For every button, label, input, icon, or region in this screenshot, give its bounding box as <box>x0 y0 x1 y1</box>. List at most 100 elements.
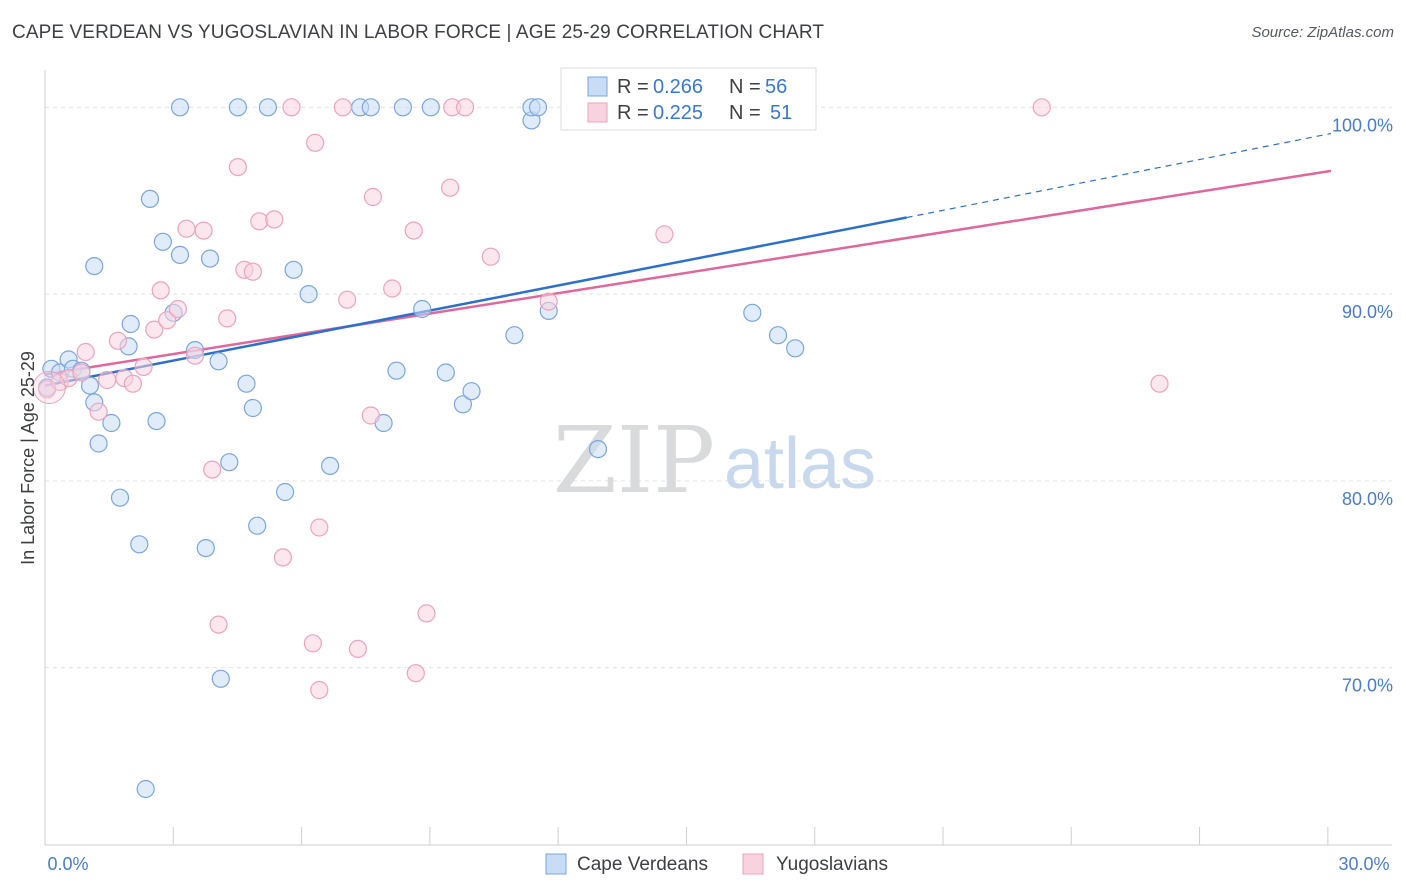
bottom-legend-swatch-cape-verdeans <box>545 853 567 875</box>
point-yugoslavian <box>145 320 164 339</box>
x-tick-label-min: 0.0% <box>47 854 88 874</box>
point-yugoslavian <box>76 342 95 362</box>
legend-r-value-1: 0.266 <box>653 76 703 98</box>
point-cape-verdean <box>462 382 481 401</box>
point-cape-verdean <box>200 249 220 268</box>
point-yugoslavian <box>306 133 325 152</box>
point-cape-verdean <box>147 412 166 431</box>
point-yugoslavian <box>417 604 436 623</box>
source-label: Source: ZipAtlas.com <box>1251 24 1394 41</box>
trend-line-yugoslavians <box>44 169 1332 376</box>
point-cape-verdean <box>361 98 380 117</box>
point-cape-verdean <box>413 299 432 319</box>
legend-n-value-1: 56 <box>765 76 787 98</box>
point-cape-verdean <box>153 232 172 251</box>
point-yugoslavian <box>72 363 91 382</box>
point-yugoslavian <box>228 158 247 177</box>
point-yugoslavian <box>404 221 423 240</box>
point-cape-verdean <box>248 516 267 535</box>
point-cape-verdean <box>140 189 160 208</box>
bottom-legend-label-cape-verdeans: Cape Verdeans <box>577 854 708 875</box>
point-cape-verdean <box>786 339 805 358</box>
legend-n-label-2: N = <box>729 102 761 124</box>
point-yugoslavian <box>481 247 500 266</box>
point-cape-verdean <box>421 98 440 117</box>
point-yugoslavian <box>1150 374 1169 393</box>
y-tick-labels: 70.0% 80.0% 90.0% 100.0% <box>1332 115 1393 695</box>
chart-title: CAPE VERDEAN VS YUGOSLAVIAN IN LABOR FOR… <box>12 22 825 43</box>
point-cape-verdean <box>387 361 406 380</box>
bottom-legend: Cape Verdeans Yugoslavians <box>545 853 888 875</box>
point-cape-verdean <box>196 538 215 558</box>
point-yugoslavian <box>456 98 475 117</box>
point-yugoslavian <box>383 279 402 298</box>
point-yugoslavian <box>108 331 128 350</box>
point-cape-verdean <box>393 98 412 117</box>
legend-swatch-cape-verdeans <box>587 76 608 97</box>
point-cape-verdean <box>768 326 788 345</box>
legend-r-label-2: R = <box>617 102 649 124</box>
point-yugoslavian <box>158 311 177 330</box>
point-yugoslavian <box>209 615 228 634</box>
point-yugoslavian <box>348 639 367 659</box>
y-tick-label: 90.0% <box>1342 302 1393 322</box>
point-cape-verdean <box>258 98 277 117</box>
point-cape-verdean <box>136 779 155 799</box>
point-cape-verdean <box>209 352 228 371</box>
point-cape-verdean <box>170 98 190 117</box>
point-yugoslavian <box>333 98 352 117</box>
legend-box: R = 0.266 N = 56 R = 0.225 N = 51 <box>560 67 817 131</box>
axes <box>44 70 1392 846</box>
point-cape-verdean <box>436 363 455 382</box>
watermark-zip: ZIP <box>553 407 715 514</box>
watermark-atlas: atlas <box>724 424 876 504</box>
point-cape-verdean <box>284 260 303 279</box>
point-yugoslavian <box>89 402 108 421</box>
point-yugoslavian <box>338 290 357 309</box>
point-cape-verdean <box>453 395 472 414</box>
point-cape-verdean <box>276 482 295 502</box>
point-yugoslavian <box>273 548 292 567</box>
point-yugoslavian <box>194 221 213 240</box>
point-yugoslavian <box>250 212 269 231</box>
y-tick-label: 70.0% <box>1342 676 1393 696</box>
point-yugoslavian <box>310 680 329 700</box>
point-yugoslavian <box>168 299 187 319</box>
point-cape-verdean <box>528 98 548 117</box>
point-yugoslavian <box>441 178 460 197</box>
point-yugoslavian <box>218 309 237 328</box>
point-yugoslavian <box>406 664 425 683</box>
legend-r-label-1: R = <box>617 76 649 98</box>
point-yugoslavian <box>655 225 674 244</box>
point-cape-verdean <box>220 453 239 472</box>
point-cape-verdean <box>110 488 130 507</box>
point-yugoslavian <box>151 281 170 300</box>
point-yugoslavian <box>282 98 301 117</box>
legend-r-value-2: 0.225 <box>653 102 703 124</box>
point-cape-verdean <box>237 374 256 393</box>
point-yugoslavian <box>185 346 205 365</box>
legend-swatch-yugoslavians <box>587 102 608 123</box>
point-yugoslavian <box>243 262 262 281</box>
x-tick-label-max: 30.0% <box>1338 854 1389 874</box>
point-cape-verdean <box>211 669 230 688</box>
point-yugoslavian <box>203 460 222 479</box>
point-cape-verdean <box>85 257 104 276</box>
point-cape-verdean <box>170 245 190 264</box>
data-points <box>32 98 1169 799</box>
y-tick-label: 100.0% <box>1332 115 1393 135</box>
point-yugoslavian <box>98 370 117 390</box>
y-tick-label: 80.0% <box>1342 489 1393 509</box>
legend-n-label-1: N = <box>729 76 761 98</box>
point-yugoslavian <box>134 357 153 376</box>
bottom-legend-swatch-yugoslavians <box>742 853 764 875</box>
legend-n-value-2: 51 <box>770 102 792 124</box>
point-yugoslavian-cluster <box>32 371 66 404</box>
point-cape-verdean <box>121 314 140 334</box>
point-cape-verdean <box>102 413 121 433</box>
bottom-legend-label-yugoslavians: Yugoslavians <box>776 854 888 875</box>
point-cape-verdean <box>130 535 149 554</box>
point-yugoslavian <box>303 634 322 653</box>
point-yugoslavian <box>177 219 196 238</box>
